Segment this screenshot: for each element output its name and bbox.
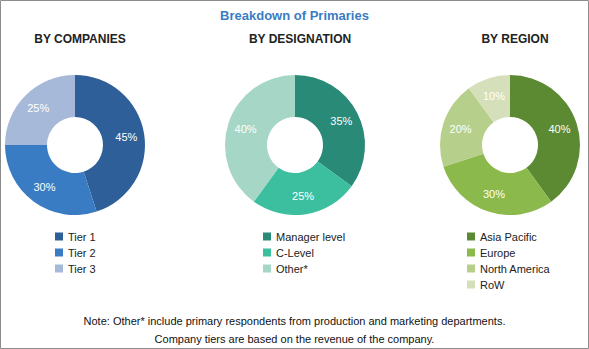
svg-text:Tier 3: Tier 3 [68,263,96,275]
svg-text:35%: 35% [330,115,352,127]
svg-text:C-Level: C-Level [276,247,314,259]
svg-text:Breakdown of Primaries: Breakdown of Primaries [220,8,369,23]
svg-text:40%: 40% [548,123,570,135]
svg-text:BY REGION: BY REGION [481,32,548,46]
svg-text:Note: Other* include primary r: Note: Other* include primary respondents… [84,315,506,327]
svg-text:Manager level: Manager level [276,231,345,243]
svg-text:North America: North America [480,263,551,275]
svg-text:Asia Pacific: Asia Pacific [480,231,537,243]
svg-text:RoW: RoW [480,279,505,291]
svg-text:Tier 2: Tier 2 [68,247,96,259]
svg-text:30%: 30% [483,188,505,200]
svg-text:Europe: Europe [480,247,515,259]
svg-text:30%: 30% [33,181,55,193]
svg-text:Company tiers are based on the: Company tiers are based on the revenue o… [155,333,435,345]
svg-text:BY DESIGNATION: BY DESIGNATION [249,32,351,46]
svg-text:20%: 20% [450,123,472,135]
svg-text:BY COMPANIES: BY COMPANIES [34,32,126,46]
svg-text:25%: 25% [292,190,314,202]
svg-text:40%: 40% [235,123,257,135]
svg-text:Other*: Other* [276,263,309,275]
svg-text:25%: 25% [27,102,49,114]
svg-text:10%: 10% [483,90,505,102]
svg-text:Tier 1: Tier 1 [68,231,96,243]
svg-text:45%: 45% [115,131,137,143]
